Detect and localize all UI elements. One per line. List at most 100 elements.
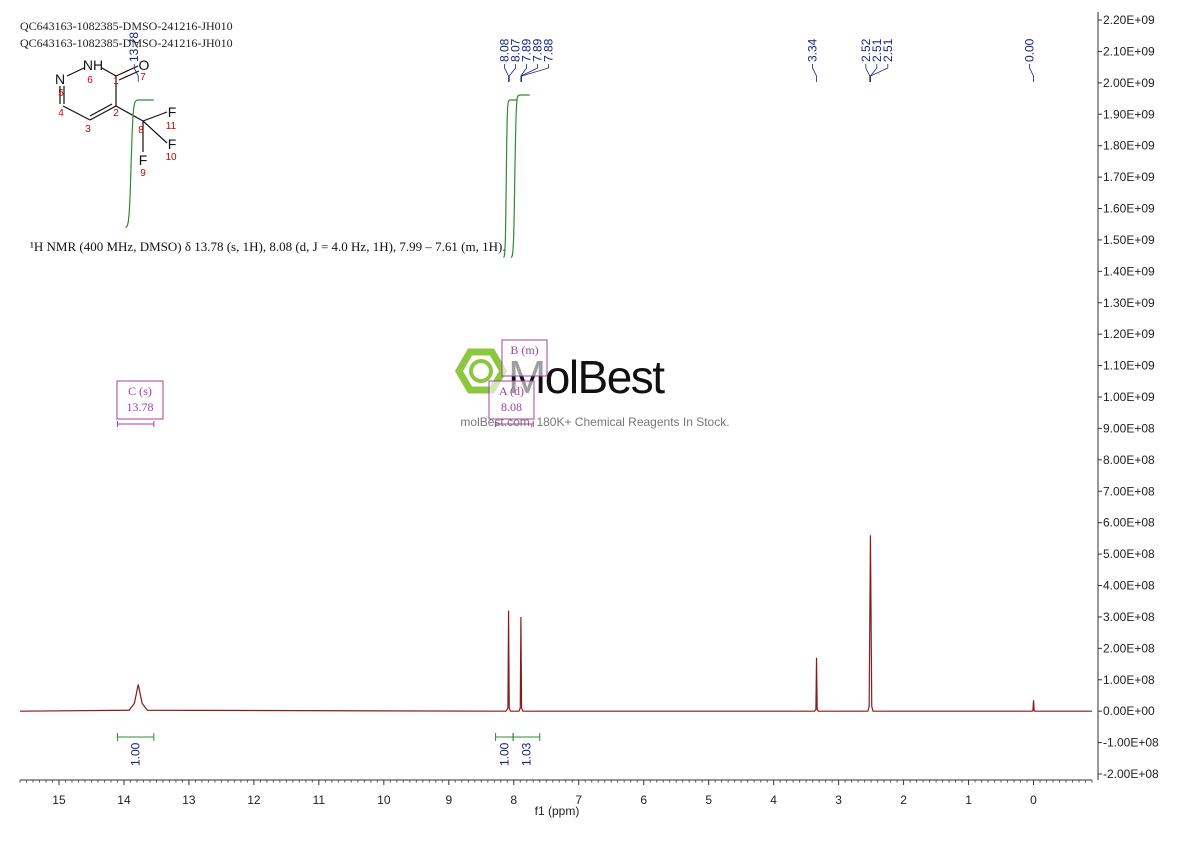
integral-label: 1.03 <box>519 742 533 766</box>
y-tick-label: 0.00E+00 <box>1103 704 1155 718</box>
y-tick-label: 1.00E+09 <box>1103 390 1155 404</box>
logo-ring <box>469 359 493 383</box>
y-tick-label: 8.00E+08 <box>1103 453 1155 467</box>
y-tick-label: 7.00E+08 <box>1103 484 1155 498</box>
y-tick-label: 1.80E+09 <box>1103 139 1155 153</box>
y-tick-label: 1.40E+09 <box>1103 264 1155 278</box>
peak-label: 3.34 <box>806 38 820 62</box>
multiplet-shift: 13.78 <box>127 400 154 414</box>
peak-label: 8.07 <box>509 38 523 62</box>
peak-connector <box>870 64 889 82</box>
bond <box>101 67 117 77</box>
atom-number: 5 <box>58 88 64 99</box>
multiplet-label: B (m) <box>510 343 538 357</box>
atom-number: 1 <box>113 76 119 87</box>
x-tick-label: 4 <box>770 793 777 807</box>
peak-label: 8.08 <box>498 38 512 62</box>
x-tick-label: 5 <box>705 793 712 807</box>
multiplet-shift: 8.08 <box>501 400 522 414</box>
x-tick-label: 14 <box>117 793 131 807</box>
integral-label: 1.00 <box>129 742 143 766</box>
atom-label: F <box>168 136 177 152</box>
y-tick-label: 1.70E+09 <box>1103 170 1155 184</box>
bond <box>142 120 168 144</box>
peak-connector <box>520 64 538 82</box>
y-tick-label: 2.10E+09 <box>1103 44 1155 58</box>
y-tick-label: -2.00E+08 <box>1103 767 1159 781</box>
y-tick-label: 1.20E+09 <box>1103 327 1155 341</box>
peak-connector <box>504 64 509 82</box>
atom-number: 3 <box>85 124 91 135</box>
x-tick-label: 10 <box>377 793 391 807</box>
peak-connector <box>521 64 549 82</box>
peak-connector <box>870 64 878 82</box>
peak-connector <box>508 64 516 82</box>
y-tick-label: 6.00E+08 <box>1103 516 1155 530</box>
y-tick-label: 1.50E+09 <box>1103 233 1155 247</box>
y-tick-label: 4.00E+08 <box>1103 579 1155 593</box>
multiplet-box <box>501 339 548 377</box>
atom-label: F <box>139 152 148 168</box>
x-tick-label: 7 <box>575 793 582 807</box>
y-tick-label: 1.10E+09 <box>1103 359 1155 373</box>
peak-connector <box>865 64 871 82</box>
x-tick-label: 8 <box>510 793 517 807</box>
x-tick-label: 13 <box>182 793 196 807</box>
spectrum-line <box>19 535 1092 712</box>
atom-number: 8 <box>138 125 144 136</box>
x-tick-label: 0 <box>1030 793 1037 807</box>
integral-label: 1.00 <box>497 742 511 766</box>
peak-label: 7.88 <box>542 38 556 62</box>
nmr-annotation: ¹H NMR (400 MHz, DMSO) δ 13.78 (s, 1H), … <box>30 239 506 254</box>
atom-number: 6 <box>87 75 93 86</box>
atom-number: 4 <box>58 108 64 119</box>
integral-bracket <box>495 733 514 741</box>
x-tick-label: 12 <box>247 793 261 807</box>
y-tick-label: 2.00E+09 <box>1103 76 1155 90</box>
y-tick-label: 9.00E+08 <box>1103 421 1155 435</box>
atom-number: 11 <box>166 121 177 132</box>
x-tick-label: 1 <box>965 793 972 807</box>
multiplet-box <box>116 380 164 420</box>
x-tick-label: 15 <box>52 793 66 807</box>
header-line: QC643163-1082385-DMSO-241216-JH010 <box>20 36 233 50</box>
atom-label: F <box>168 104 177 120</box>
atom-number: 7 <box>140 72 146 83</box>
atom-number: 9 <box>140 168 146 179</box>
y-tick-label: 3.00E+08 <box>1103 610 1155 624</box>
x-tick-label: 11 <box>313 793 326 807</box>
peak-label: 2.51 <box>870 38 884 62</box>
multiplet-box <box>488 380 535 420</box>
multiplet-range <box>495 421 534 427</box>
atom-number: 2 <box>113 108 119 119</box>
y-tick-label: 2.00E+08 <box>1103 641 1155 655</box>
integral-curve <box>125 99 154 229</box>
bond <box>89 103 113 117</box>
bond <box>115 105 144 122</box>
atom-label: O <box>139 57 150 73</box>
y-tick-label: 2.20E+09 <box>1103 13 1155 27</box>
x-tick-label: 3 <box>835 793 842 807</box>
bond <box>118 70 140 81</box>
bond <box>89 105 117 121</box>
peak-label: 13.78 <box>127 32 141 62</box>
multiplet-range <box>116 421 155 427</box>
peak-label: 2.52 <box>859 38 873 62</box>
bond <box>62 105 91 121</box>
y-tick-label: 1.30E+09 <box>1103 296 1155 310</box>
atom-number: 10 <box>165 152 177 163</box>
peak-label: 0.00 <box>1023 38 1037 62</box>
integral-bracket <box>512 733 541 741</box>
peak-label: 2.51 <box>881 38 895 62</box>
multiplet-label: C (s) <box>128 384 152 398</box>
bond <box>66 67 85 77</box>
integral-bracket <box>116 733 155 741</box>
peak-label: 7.89 <box>531 38 545 62</box>
x-tick-label: 6 <box>640 793 647 807</box>
peak-label: 7.89 <box>520 38 534 62</box>
y-tick-label: 1.90E+09 <box>1103 107 1155 121</box>
x-axis-label: f1 (ppm) <box>535 804 580 818</box>
y-tick-label: 1.00E+08 <box>1103 673 1155 687</box>
atom-label: N <box>55 71 65 87</box>
